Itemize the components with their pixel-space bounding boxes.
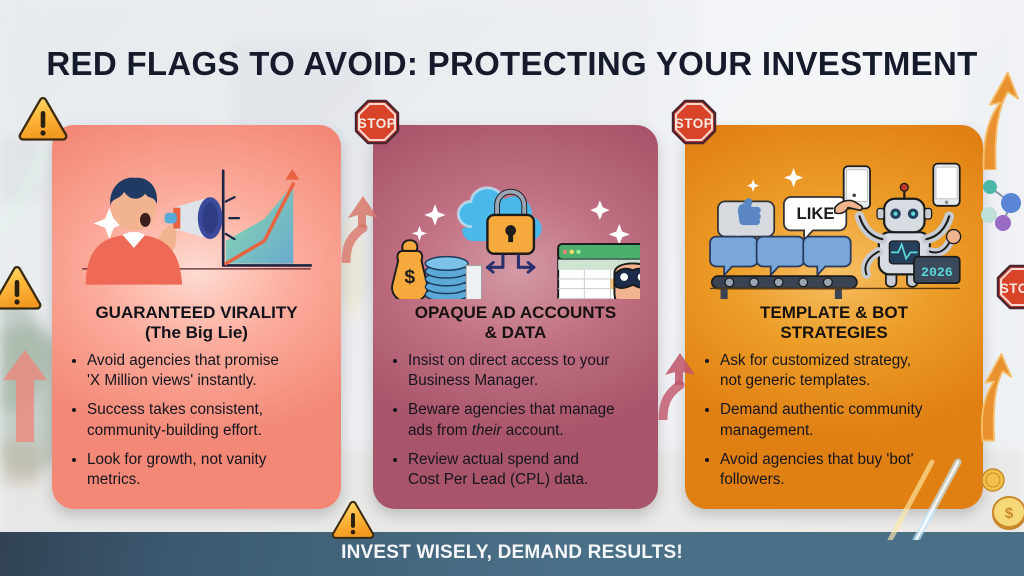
svg-text:STOP: STOP <box>675 116 714 131</box>
svg-text:2026: 2026 <box>921 265 953 280</box>
svg-text:STOP: STOP <box>1000 281 1024 296</box>
svg-text:$: $ <box>1005 505 1014 522</box>
svg-text:$: $ <box>404 266 415 288</box>
svg-text:LIKE: LIKE <box>797 204 835 223</box>
svg-text:STOP: STOP <box>358 116 397 131</box>
